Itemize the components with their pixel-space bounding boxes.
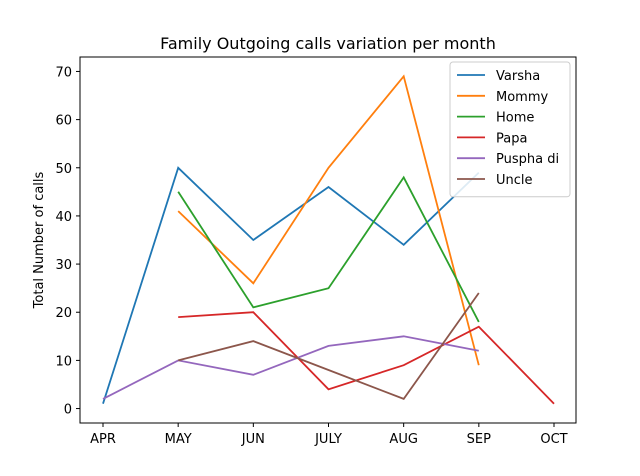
series-line-papa [178,311,555,405]
legend-label-papa: Papa [496,131,527,146]
x-tick-label-july: JULY [314,432,342,447]
y-tick-label-30: 30 [55,258,72,273]
y-tick-label-0: 0 [64,403,72,418]
y-tick-label-70: 70 [55,65,72,80]
series-home [177,175,480,323]
series-layer [102,74,555,405]
series-mommy [177,74,480,366]
x-tick-label-oct: OCT [540,432,567,447]
x-tick-label-aug: AUG [389,432,417,447]
series-line-varsha [102,166,480,404]
series-line-uncle [177,292,480,400]
series-uncle [177,292,480,400]
y-axis: 0 10 20 30 40 50 60 70 [55,65,80,418]
x-tick-label-jun: JUN [241,432,265,447]
legend-label-puspha-di: Puspha di [496,152,559,167]
y-axis-title: Total Number of calls [32,171,47,309]
x-tick-label-apr: APR [90,432,116,447]
series-line-home [177,175,480,323]
series-line-puspha-di [102,335,479,400]
x-tick-label-sep: SEP [467,432,491,447]
y-tick-label-10: 10 [55,354,72,369]
legend: Varsha Mommy Home Papa Puspha di Uncle [449,61,571,198]
x-tick-label-may: MAY [165,432,192,447]
y-tick-label-20: 20 [55,306,72,321]
legend-label-home: Home [496,111,534,126]
chart-title: Family Outgoing calls variation per mont… [160,34,496,53]
legend-label-varsha: Varsha [496,69,540,84]
x-axis: APR MAY JUN JULY AUG SEP OCT [90,423,568,447]
y-tick-label-40: 40 [55,210,72,225]
legend-label-uncle: Uncle [496,173,533,188]
series-line-mommy [177,74,480,366]
y-tick-label-60: 60 [55,114,72,129]
y-tick-label-50: 50 [55,162,72,177]
legend-label-mommy: Mommy [496,90,548,105]
series-papa [178,311,555,405]
